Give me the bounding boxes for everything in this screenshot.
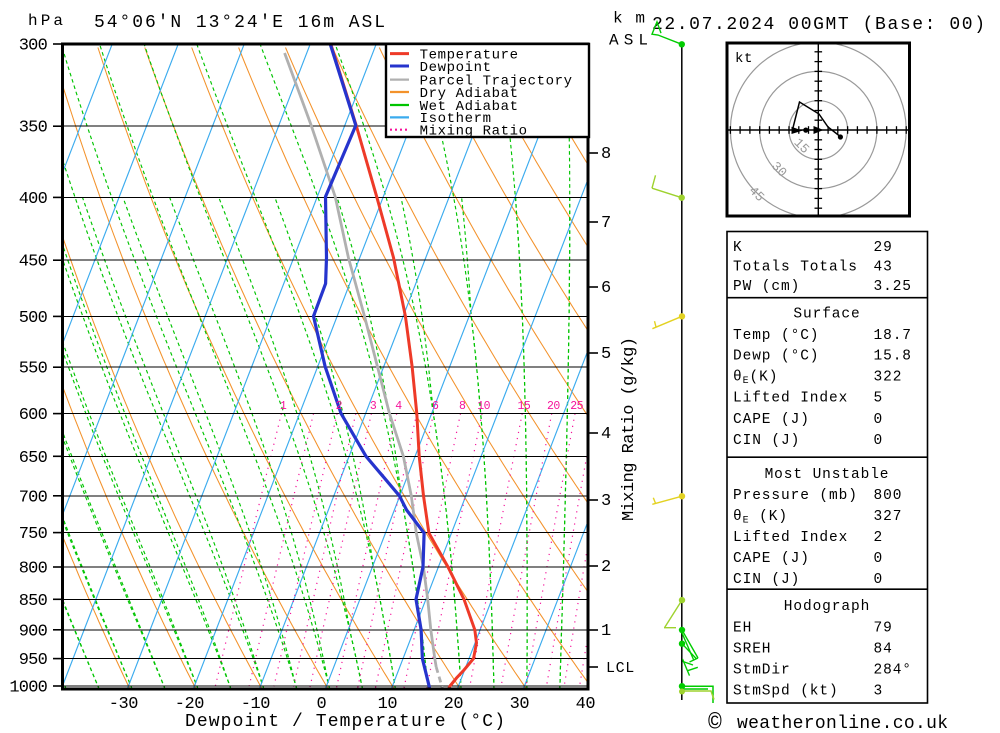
svg-text:5: 5 bbox=[601, 345, 611, 364]
svg-text:Pressure (mb): Pressure (mb) bbox=[733, 488, 858, 504]
svg-text:0: 0 bbox=[874, 551, 884, 567]
svg-text:22.07.2024 00GMT (Base: 00): 22.07.2024 00GMT (Base: 00) bbox=[652, 15, 985, 35]
svg-text:6: 6 bbox=[601, 279, 611, 298]
svg-text:40: 40 bbox=[576, 695, 596, 714]
svg-text:Mixing Ratio: Mixing Ratio bbox=[420, 124, 528, 140]
svg-text:CAPE (J): CAPE (J) bbox=[733, 412, 810, 428]
svg-text:PW (cm): PW (cm) bbox=[733, 279, 800, 295]
svg-text:Most Unstable: Most Unstable bbox=[765, 467, 890, 483]
svg-text:θE(K): θE(K) bbox=[733, 370, 778, 388]
svg-text:2: 2 bbox=[336, 400, 343, 413]
svg-text:15: 15 bbox=[517, 400, 530, 413]
svg-text:8: 8 bbox=[601, 145, 611, 164]
svg-text:-30: -30 bbox=[109, 695, 139, 714]
svg-text:Hodograph: Hodograph bbox=[784, 599, 870, 615]
svg-text:0: 0 bbox=[874, 572, 884, 588]
svg-text:84: 84 bbox=[874, 642, 893, 658]
svg-text:5: 5 bbox=[874, 391, 884, 407]
svg-text:18.7: 18.7 bbox=[874, 328, 912, 344]
svg-text:K: K bbox=[733, 240, 743, 256]
svg-text:kt: kt bbox=[735, 51, 753, 67]
svg-text:900: 900 bbox=[19, 622, 48, 641]
svg-text:1: 1 bbox=[601, 622, 611, 641]
svg-text:8: 8 bbox=[459, 400, 466, 413]
svg-text:550: 550 bbox=[19, 360, 48, 379]
svg-text:4: 4 bbox=[601, 425, 611, 444]
svg-text:15.8: 15.8 bbox=[874, 349, 912, 365]
svg-text:54°06'N 13°24'E 16m ASL: 54°06'N 13°24'E 16m ASL bbox=[94, 13, 385, 33]
svg-text:Temperature: Temperature bbox=[420, 47, 519, 63]
svg-text:3: 3 bbox=[874, 684, 884, 700]
svg-text:1000: 1000 bbox=[9, 679, 47, 698]
svg-text:Wet Adiabat: Wet Adiabat bbox=[420, 99, 519, 115]
svg-text:300: 300 bbox=[19, 37, 48, 56]
svg-text:800: 800 bbox=[874, 488, 903, 504]
svg-text:CIN (J): CIN (J) bbox=[733, 433, 800, 449]
svg-text:4: 4 bbox=[395, 400, 402, 413]
svg-text:25: 25 bbox=[570, 400, 583, 413]
svg-text:Parcel Trajectory: Parcel Trajectory bbox=[420, 73, 573, 89]
svg-text:30: 30 bbox=[510, 695, 530, 714]
svg-text:Dewpoint / Temperature (°C): Dewpoint / Temperature (°C) bbox=[185, 712, 505, 732]
svg-text:322: 322 bbox=[874, 370, 903, 386]
svg-text:29: 29 bbox=[874, 240, 893, 256]
svg-text:20: 20 bbox=[547, 400, 560, 413]
svg-text:79: 79 bbox=[874, 621, 893, 637]
svg-text:0: 0 bbox=[874, 433, 884, 449]
svg-text:10: 10 bbox=[378, 695, 398, 714]
svg-text:850: 850 bbox=[19, 592, 48, 611]
svg-text:3: 3 bbox=[601, 492, 611, 511]
svg-text:Dewpoint: Dewpoint bbox=[420, 60, 492, 76]
svg-text:450: 450 bbox=[19, 253, 48, 272]
svg-text:-20: -20 bbox=[175, 695, 205, 714]
svg-text:0: 0 bbox=[316, 695, 326, 714]
svg-text:Mixing Ratio (g/kg): Mixing Ratio (g/kg) bbox=[620, 337, 639, 521]
svg-text:750: 750 bbox=[19, 525, 48, 544]
svg-text:Surface: Surface bbox=[793, 307, 860, 323]
svg-text:CIN (J): CIN (J) bbox=[733, 572, 800, 588]
svg-text:Temp (°C): Temp (°C) bbox=[733, 328, 819, 344]
svg-text:43: 43 bbox=[874, 260, 893, 276]
svg-text:2: 2 bbox=[874, 530, 884, 546]
svg-text:Isotherm: Isotherm bbox=[420, 111, 492, 127]
svg-text:LCL: LCL bbox=[606, 660, 635, 677]
svg-text:θE (K): θE (K) bbox=[733, 509, 788, 527]
svg-text:StmDir: StmDir bbox=[733, 663, 791, 679]
svg-text:600: 600 bbox=[19, 406, 48, 425]
svg-text:2: 2 bbox=[601, 558, 611, 577]
svg-text:Dry Adiabat: Dry Adiabat bbox=[420, 86, 519, 102]
svg-text:400: 400 bbox=[19, 190, 48, 209]
svg-text:10: 10 bbox=[477, 400, 490, 413]
svg-text:500: 500 bbox=[19, 309, 48, 328]
svg-text:StmSpd (kt): StmSpd (kt) bbox=[733, 684, 839, 700]
svg-text:CAPE (J): CAPE (J) bbox=[733, 551, 810, 567]
svg-text:ASL: ASL bbox=[609, 32, 648, 50]
svg-text:20: 20 bbox=[444, 695, 464, 714]
svg-text:Dewp (°C): Dewp (°C) bbox=[733, 349, 819, 365]
svg-text:350: 350 bbox=[19, 119, 48, 138]
svg-text:650: 650 bbox=[19, 449, 48, 468]
svg-text:3: 3 bbox=[370, 400, 377, 413]
svg-text:Lifted Index: Lifted Index bbox=[733, 391, 848, 407]
svg-text:1: 1 bbox=[280, 400, 287, 413]
svg-text:Lifted Index: Lifted Index bbox=[733, 530, 848, 546]
svg-text:327: 327 bbox=[874, 509, 903, 525]
svg-text:EH: EH bbox=[733, 621, 752, 637]
svg-text:6: 6 bbox=[432, 400, 439, 413]
svg-text:7: 7 bbox=[601, 214, 611, 233]
svg-text:3.25: 3.25 bbox=[874, 279, 912, 295]
svg-text:hPa: hPa bbox=[28, 12, 63, 30]
svg-text:Totals Totals: Totals Totals bbox=[733, 260, 858, 276]
svg-text:284°: 284° bbox=[874, 663, 912, 679]
svg-text:-10: -10 bbox=[241, 695, 271, 714]
svg-text:950: 950 bbox=[19, 651, 48, 670]
svg-text:SREH: SREH bbox=[733, 642, 771, 658]
svg-text:700: 700 bbox=[19, 488, 48, 507]
svg-text:0: 0 bbox=[874, 412, 884, 428]
svg-text:800: 800 bbox=[19, 560, 48, 579]
svg-text:©: © bbox=[708, 710, 722, 733]
svg-text:weatheronline.co.uk: weatheronline.co.uk bbox=[737, 714, 948, 733]
